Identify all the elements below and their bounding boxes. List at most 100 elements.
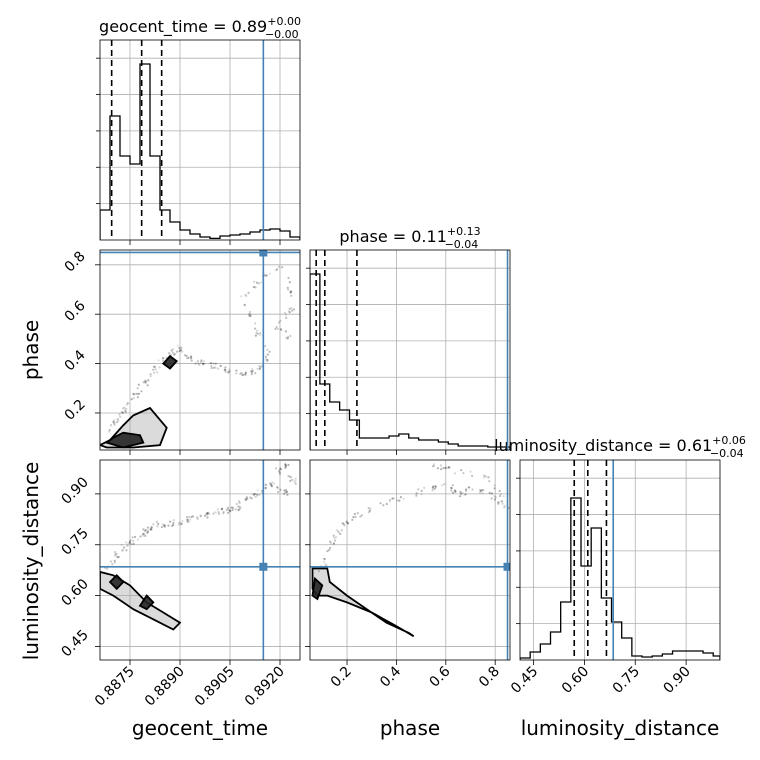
scatter-point (244, 293, 247, 296)
scatter-point (340, 529, 343, 532)
scatter-point (172, 524, 175, 527)
title-luminosity-distance-minus: −0.04 (710, 447, 744, 460)
scatter-point (152, 523, 155, 526)
scatter-point (239, 506, 242, 509)
scatter-point (369, 507, 372, 510)
scatter-point (121, 549, 124, 552)
scatter-point (157, 522, 160, 526)
scatter-point (251, 367, 254, 370)
scatter-point (130, 543, 133, 546)
ylabel-phase: phase (19, 320, 43, 380)
scatter-point (471, 488, 474, 491)
scatter-point (200, 359, 203, 362)
contour-luminosity-distance-vs-phase-0 (311, 567, 415, 638)
scatter-point (285, 336, 288, 339)
title-phase-name: phase (339, 227, 387, 246)
scatter-point (134, 535, 137, 539)
scatter-point (280, 328, 283, 331)
scatter-point (398, 499, 401, 502)
scatter-point (186, 518, 189, 521)
scatter-point (354, 515, 357, 519)
panel-frame (519, 459, 721, 661)
scatter-point (234, 508, 237, 511)
scatter-point (228, 370, 231, 373)
scatter-point (117, 419, 120, 422)
scatter-point (219, 364, 223, 367)
scatter-point (152, 365, 155, 368)
scatter-point (388, 500, 391, 503)
scatter-point (275, 269, 278, 272)
scatter-point (434, 485, 437, 489)
scatter-point (245, 498, 248, 501)
scatter-point (503, 504, 506, 507)
scatter-point (141, 534, 144, 537)
scatter-point (288, 291, 291, 294)
scatter-point (153, 365, 157, 368)
scatter-point (345, 520, 348, 523)
scatter-point (235, 372, 238, 375)
scatter-point (256, 332, 259, 335)
scatter-point (147, 529, 150, 532)
scatter-point (111, 563, 114, 566)
scatter-point (447, 466, 451, 469)
scatter-point (245, 495, 249, 498)
scatter-point (143, 379, 146, 382)
scatter-point (328, 548, 331, 552)
scatter-point (335, 536, 338, 539)
scatter-point (235, 369, 238, 372)
x-tick-label-luminosity-distance: 0.45 (508, 664, 541, 697)
scatter-point (286, 337, 289, 340)
scatter-point (347, 522, 350, 525)
xlabel-luminosity-distance: luminosity_distance (521, 716, 720, 740)
scatter-point (493, 498, 497, 501)
scatter-point (189, 355, 192, 358)
scatter-point (290, 294, 293, 297)
scatter-point (449, 486, 452, 489)
scatter-point (255, 281, 259, 284)
scatter-point (450, 486, 453, 490)
scatter-point (231, 506, 234, 509)
scatter-point (431, 489, 434, 492)
scatter-point (294, 477, 297, 480)
scatter-point (206, 511, 209, 515)
scatter-point (206, 513, 209, 516)
scatter-point (198, 364, 201, 367)
scatter-point (250, 373, 253, 376)
contour-luminosity-distance-vs-geocent-time-2 (138, 594, 155, 611)
scatter-point (132, 393, 135, 396)
scatter-point (287, 463, 290, 466)
scatter-point (199, 361, 202, 364)
scatter-point (191, 515, 194, 518)
scatter-point (109, 560, 112, 563)
scatter-point (493, 487, 496, 490)
scatter-point (219, 364, 222, 368)
scatter-point (268, 350, 271, 353)
scatter-point (249, 369, 252, 372)
scatter-point (180, 523, 183, 526)
contour-phase-vs-geocent-time-1 (104, 431, 145, 449)
scatter-point (237, 500, 241, 503)
scatter-point (244, 373, 247, 376)
scatter-point (322, 560, 325, 563)
scatter-point (254, 334, 257, 337)
scatter-point (162, 359, 165, 362)
scatter-point (253, 280, 256, 283)
x-tick-label-geocent-time: 0.8890 (142, 664, 188, 710)
scatter-point (501, 499, 504, 502)
scatter-point (467, 486, 470, 489)
panel-luminosity-distance-vs-phase: 0.2 0.4 0.6 0.8 (305, 459, 511, 691)
scatter-point (118, 413, 121, 416)
scatter-point (444, 467, 447, 470)
title-luminosity-distance: luminosity_distance = 0.61+0.06 −0.04 (494, 434, 746, 460)
y-tick-label-luminosity-distance: 0.90 (58, 474, 91, 507)
scatter-point (277, 321, 280, 324)
scatter-point (279, 468, 283, 471)
scatter-point (276, 486, 279, 489)
scatter-point (352, 516, 355, 519)
scatter-point (478, 491, 482, 494)
scatter-point (248, 312, 251, 315)
scatter-point (289, 334, 292, 338)
scatter-point (269, 482, 272, 485)
scatter-point (499, 493, 503, 496)
